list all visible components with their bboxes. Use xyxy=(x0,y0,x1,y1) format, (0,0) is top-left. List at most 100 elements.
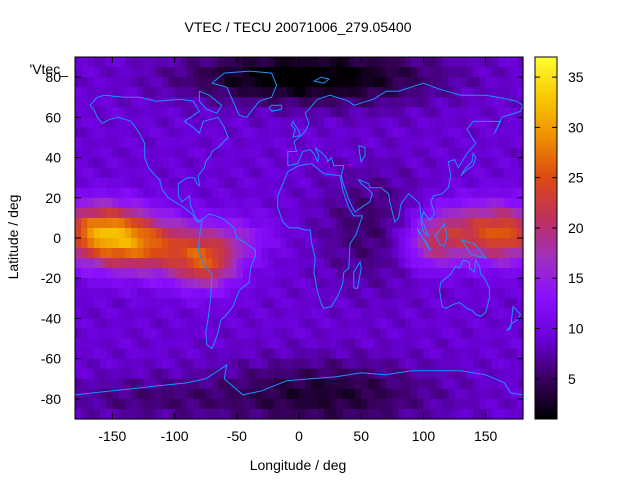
heatmap-cell xyxy=(498,328,505,340)
heatmap-cell xyxy=(491,368,499,380)
heatmap-cell xyxy=(435,288,443,299)
heatmap-cell xyxy=(485,197,493,209)
heatmap-cell xyxy=(348,107,356,118)
heatmap-cell xyxy=(243,398,250,410)
heatmap-cell xyxy=(205,348,213,360)
heatmap-cell xyxy=(429,308,437,320)
heatmap-cell xyxy=(168,117,176,128)
heatmap-cell xyxy=(323,278,331,289)
heatmap-cell xyxy=(448,348,456,360)
heatmap-cell xyxy=(261,238,269,249)
heatmap-cell xyxy=(249,57,257,68)
heatmap-cell xyxy=(417,248,425,259)
coastline-new-zealand xyxy=(506,306,522,331)
heatmap-cell xyxy=(299,388,306,400)
heatmap-cell xyxy=(398,187,406,199)
heatmap-cell xyxy=(386,157,393,169)
heatmap-cell xyxy=(261,197,269,209)
heatmap-cell xyxy=(261,147,269,159)
heatmap-cell xyxy=(155,278,163,289)
heatmap-cell xyxy=(504,207,512,219)
heatmap-cell xyxy=(87,298,95,309)
heatmap-cell xyxy=(143,258,151,269)
heatmap-cell xyxy=(118,107,126,118)
heatmap-cell xyxy=(330,157,337,169)
heatmap-cell xyxy=(261,408,269,420)
heatmap-cell xyxy=(467,308,474,320)
heatmap-cell xyxy=(155,348,163,360)
heatmap-cell xyxy=(336,187,344,199)
heatmap-cell xyxy=(205,278,213,289)
heatmap-cell xyxy=(398,338,406,350)
heatmap-cell xyxy=(255,107,263,118)
heatmap-cell xyxy=(187,288,194,299)
heatmap-cell xyxy=(417,358,425,370)
heatmap-cell xyxy=(435,117,443,128)
heatmap-cell xyxy=(106,348,113,360)
heatmap-cell xyxy=(485,127,493,139)
heatmap-cell xyxy=(504,107,512,118)
heatmap-cell xyxy=(280,308,288,320)
heatmap-cell xyxy=(211,117,219,128)
heatmap-cell xyxy=(460,137,468,149)
heatmap-cell xyxy=(224,278,232,289)
heatmap-cell xyxy=(379,358,387,370)
heatmap-cell xyxy=(516,137,524,149)
heatmap-cell xyxy=(442,77,449,88)
heatmap-cell xyxy=(510,308,518,320)
heatmap-cell xyxy=(367,87,375,98)
heatmap-cell xyxy=(87,338,95,350)
heatmap-cell xyxy=(429,207,437,219)
heatmap-cell xyxy=(106,278,113,289)
heatmap-cell xyxy=(149,388,157,400)
heatmap-cell xyxy=(417,157,425,169)
heatmap-cell xyxy=(330,338,337,350)
heatmap-cell xyxy=(187,238,194,249)
heatmap-cell xyxy=(342,338,350,350)
heatmap-cell xyxy=(498,378,505,390)
heatmap-cell xyxy=(485,87,493,98)
heatmap-cell xyxy=(249,207,257,219)
heatmap-cell xyxy=(255,338,263,350)
heatmap-cell xyxy=(193,358,201,370)
heatmap-cell xyxy=(118,97,126,108)
heatmap-cell xyxy=(205,197,213,209)
heatmap-cell xyxy=(143,207,151,219)
heatmap-cell xyxy=(510,217,518,229)
heatmap-cell xyxy=(75,378,82,390)
heatmap-cell xyxy=(286,227,294,239)
heatmap-cell xyxy=(336,378,344,390)
heatmap-cell xyxy=(193,398,201,410)
heatmap-cell xyxy=(255,117,263,128)
heatmap-cell xyxy=(193,197,201,209)
heatmap-cell xyxy=(236,87,244,98)
heatmap-cell xyxy=(261,388,269,400)
heatmap-cell xyxy=(255,238,263,249)
heatmap-cell xyxy=(106,217,113,229)
heatmap-cell xyxy=(305,398,313,410)
heatmap-cell xyxy=(124,77,132,88)
heatmap-cell xyxy=(211,328,219,340)
heatmap-cell xyxy=(118,258,126,269)
heatmap-cell xyxy=(386,238,393,249)
heatmap-cell xyxy=(249,217,257,229)
heatmap-cell xyxy=(155,207,163,219)
heatmap-cell xyxy=(305,248,313,259)
heatmap-cell xyxy=(193,238,201,249)
heatmap-cell xyxy=(211,408,219,420)
heatmap-cell xyxy=(516,348,524,360)
heatmap-cell xyxy=(199,177,207,189)
heatmap-cell xyxy=(485,107,493,118)
heatmap-cell xyxy=(398,217,406,229)
heatmap-cell xyxy=(379,378,387,390)
heatmap-cell xyxy=(75,308,82,320)
heatmap-cell xyxy=(106,368,113,380)
heatmap-cell xyxy=(516,268,524,279)
heatmap-cell xyxy=(280,197,288,209)
heatmap-cell xyxy=(336,97,344,108)
heatmap-cell xyxy=(131,107,138,118)
heatmap-cell xyxy=(442,177,449,189)
heatmap-cell xyxy=(106,127,113,139)
heatmap-cell xyxy=(255,398,263,410)
heatmap-cell xyxy=(305,147,313,159)
